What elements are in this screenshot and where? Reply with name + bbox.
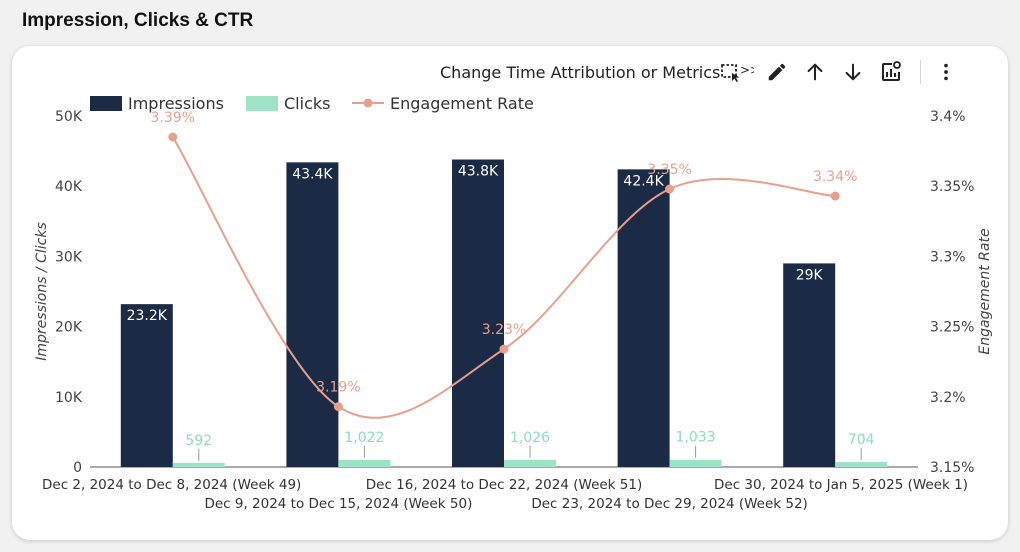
- pencil-icon[interactable]: [762, 58, 792, 86]
- more-vert-icon[interactable]: [931, 58, 961, 86]
- arrow-down-icon[interactable]: [838, 58, 868, 86]
- chart-card: [12, 46, 1008, 540]
- chart-toolbar: Change Time Attribution or Metrics >>: [440, 58, 961, 86]
- arrow-text: >>: [740, 63, 754, 77]
- arrow-up-icon[interactable]: [800, 58, 830, 86]
- change-time-attribution-link[interactable]: Change Time Attribution or Metrics: [440, 62, 721, 82]
- select-region-icon[interactable]: >>: [720, 58, 754, 86]
- page-title: Impression, Clicks & CTR: [22, 10, 254, 31]
- toolbar-divider: [920, 60, 922, 84]
- chart-settings-icon[interactable]: [876, 58, 906, 86]
